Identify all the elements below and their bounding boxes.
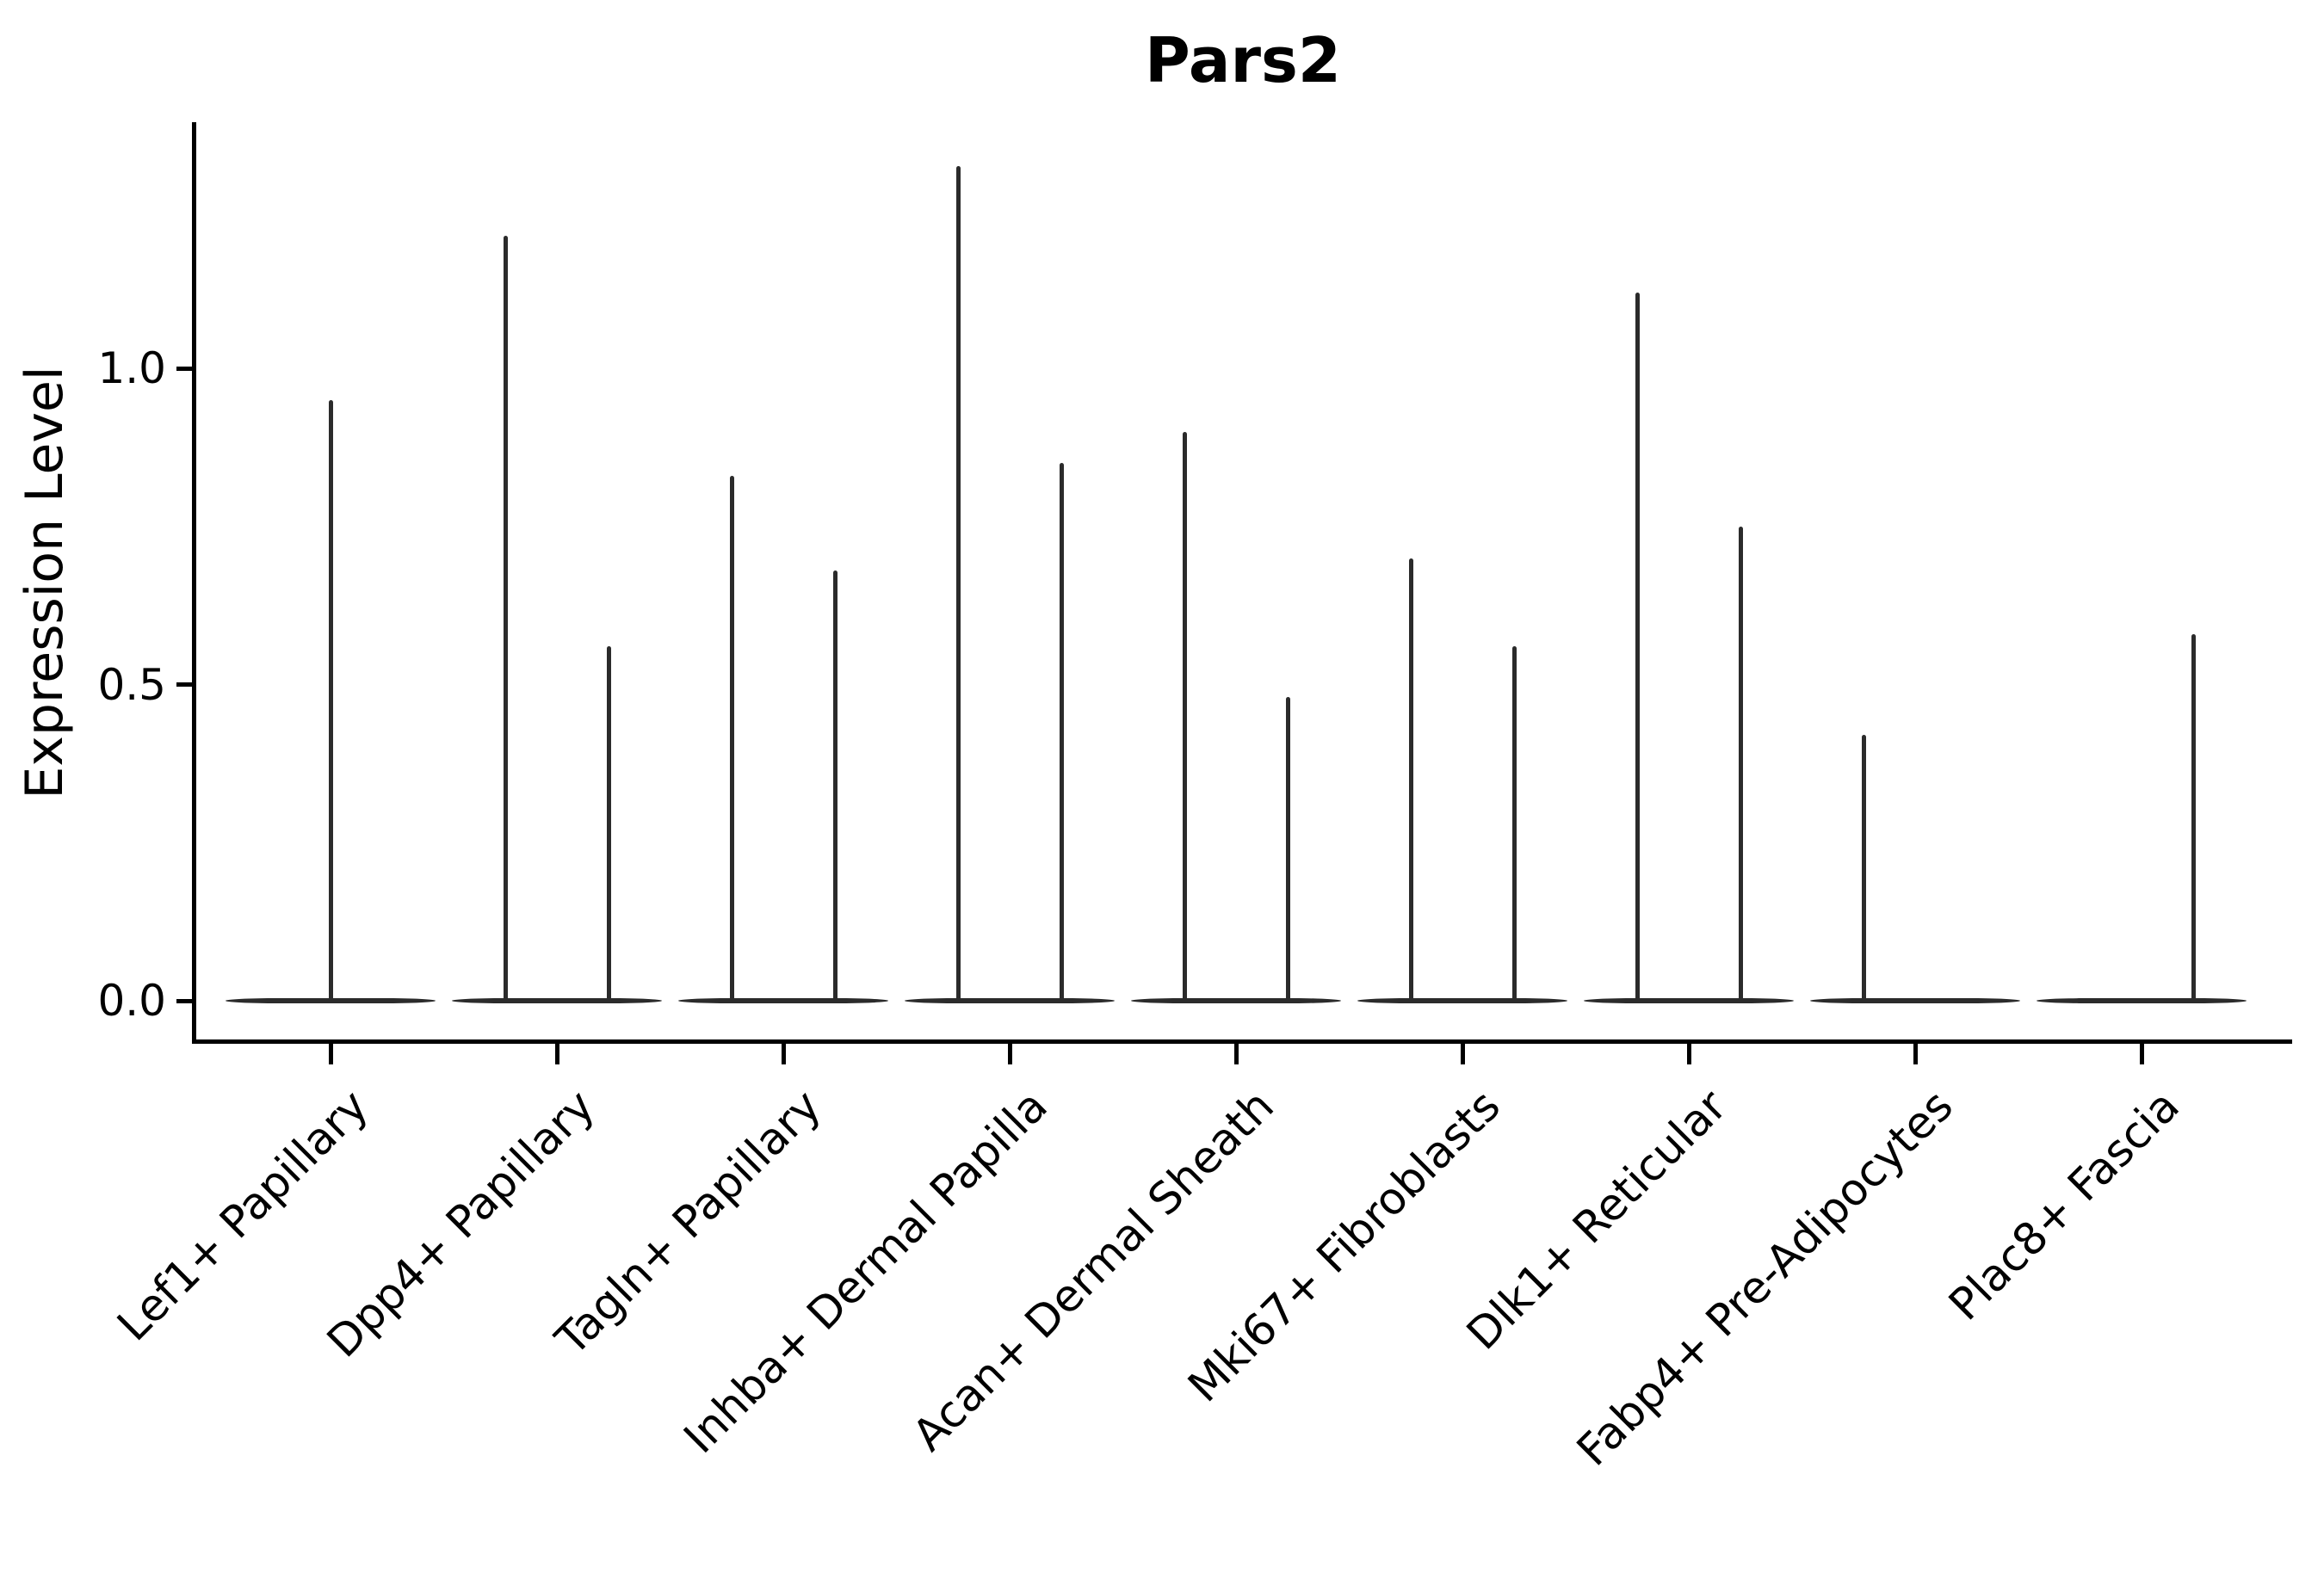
violin-spike: [328, 399, 333, 1002]
y-tick-label: 0.0: [97, 976, 166, 1026]
x-tick-label: Inhba+ Dermal Papilla: [674, 1081, 1058, 1464]
x-tick-label: Acan+ Dermal Sheath: [903, 1081, 1284, 1462]
x-tick-label: Plac8+ Fascia: [1939, 1081, 2190, 1331]
violin-baseline: [1131, 998, 1341, 1003]
x-tick-label: Dlk1+ Reticular: [1457, 1081, 1737, 1360]
y-tick-label: 1.0: [97, 343, 166, 393]
x-axis-spine: [192, 1039, 2292, 1044]
x-tick-mark: [1913, 1044, 1918, 1064]
violin-spike: [1182, 431, 1187, 1002]
x-tick-mark: [554, 1044, 559, 1064]
x-tick-mark: [1007, 1044, 1012, 1064]
violin-spike: [2191, 633, 2196, 1002]
y-tick-mark: [176, 682, 194, 687]
y-axis-spine: [192, 122, 196, 1044]
violin-baseline: [678, 998, 888, 1003]
x-tick-mark: [1233, 1044, 1239, 1064]
violin-spike: [832, 571, 838, 1002]
violin-baseline: [452, 998, 662, 1003]
violin-baseline: [1810, 998, 2020, 1003]
violin-spike: [1738, 526, 1743, 1002]
violin-spike: [1861, 735, 1866, 1002]
violin-spike: [1635, 292, 1640, 1002]
violin-spike: [1408, 558, 1413, 1002]
x-tick-mark: [328, 1044, 333, 1064]
violin-baseline: [905, 998, 1115, 1003]
x-tick-label: Tagln+ Papillary: [546, 1081, 831, 1366]
x-tick-mark: [1686, 1044, 1691, 1064]
violin-spike: [955, 165, 961, 1002]
x-tick-label: Dpp4+ Papillary: [318, 1081, 605, 1368]
violin-spike: [503, 235, 508, 1002]
x-tick-mark: [1460, 1044, 1465, 1064]
x-tick-mark: [2139, 1044, 2144, 1064]
x-tick-label: Fabp4+ Pre-Adipocytes: [1567, 1081, 1963, 1477]
violin-baseline: [1584, 998, 1794, 1003]
violin-baseline: [1357, 998, 1567, 1003]
violin-baseline: [2037, 998, 2247, 1003]
x-tick-mark: [781, 1044, 786, 1064]
x-tick-label: Mki67+ Fibroblasts: [1178, 1081, 1511, 1413]
chart-title: Pars2: [1145, 24, 1341, 96]
violin-spike: [729, 475, 734, 1002]
y-tick-label: 0.5: [97, 659, 166, 710]
y-tick-mark: [176, 366, 194, 371]
violin-spike: [1285, 697, 1290, 1002]
y-tick-mark: [176, 998, 194, 1003]
violin-spike: [1059, 463, 1064, 1002]
violin-spike: [1511, 646, 1517, 1002]
y-axis-label: Expression Level: [15, 366, 75, 799]
violin-spike: [606, 646, 611, 1002]
